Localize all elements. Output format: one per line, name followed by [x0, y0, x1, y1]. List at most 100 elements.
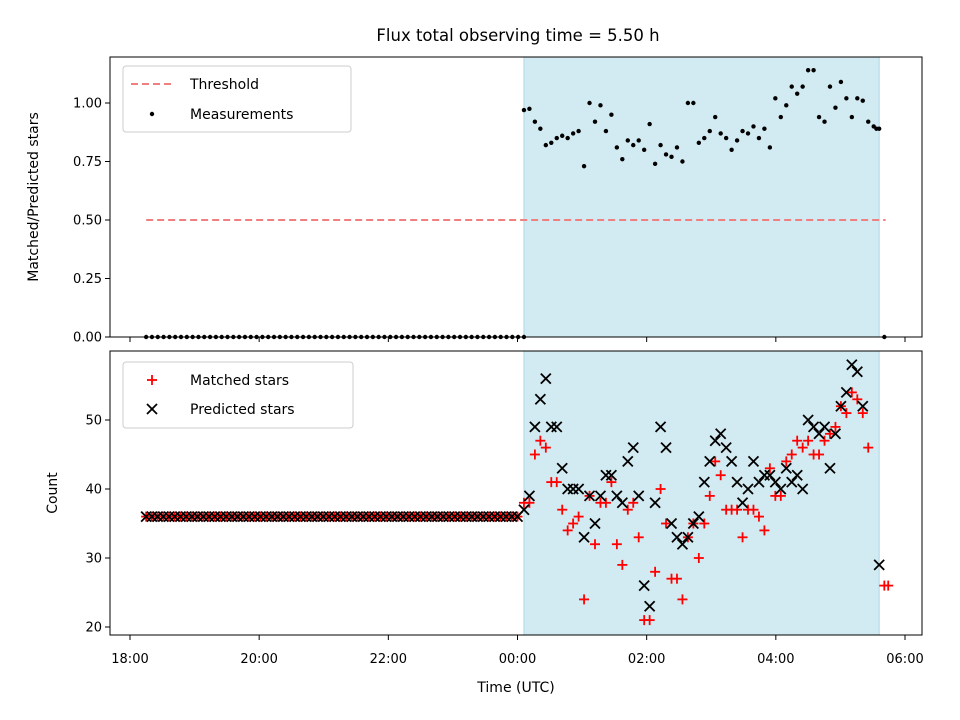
predicted-star-point [709, 435, 721, 447]
predicted-star-point [747, 455, 760, 468]
matched-star-point [655, 484, 666, 494]
matched-star-point [857, 408, 868, 419]
measurement-point [587, 100, 592, 106]
y-tick-label: 0.00 [73, 331, 102, 346]
matched-star-point [551, 477, 562, 488]
predicted-star-point [797, 483, 809, 495]
matched-star-point [573, 511, 584, 522]
x-stroke-b [824, 462, 836, 474]
legend-threshold-label: Threshold [189, 77, 259, 93]
bottom-y-ticks: 20 30 40 50 [85, 414, 110, 636]
measurement-point [669, 154, 674, 160]
top-observing-window [523, 56, 880, 338]
predicted-star-point [786, 476, 798, 488]
matched-star-point [846, 387, 857, 398]
predicted-star-point [742, 483, 754, 495]
matched-star-point [883, 580, 894, 591]
x-stroke-b [802, 414, 814, 426]
measurement-point [707, 128, 712, 134]
measurement-point [740, 128, 745, 134]
matched-star-point [841, 408, 852, 419]
x-stroke-b [704, 455, 716, 468]
matched-star-point [617, 559, 628, 570]
matched-star-point [628, 497, 639, 508]
measurement-point [663, 152, 669, 157]
measurement-point [614, 145, 620, 150]
x-stroke-b [769, 476, 781, 488]
predicted-star-point [687, 517, 700, 530]
x-tick-label: 20:00 [240, 652, 277, 667]
predicted-star-point [731, 476, 743, 488]
x-stroke-b [736, 497, 749, 509]
matched-star-point [557, 504, 568, 515]
measurement-point [713, 114, 718, 120]
matched-star-point [568, 518, 579, 529]
predicted-star-point [671, 531, 683, 543]
x-stroke-b [807, 421, 820, 433]
matched-star-point [671, 573, 682, 584]
x-stroke-b [578, 531, 590, 543]
x-stroke-b [611, 490, 623, 502]
x-stroke-b [676, 538, 689, 550]
x-stroke-b [540, 372, 552, 385]
predicted-star-point [873, 559, 885, 571]
predicted-star-point [857, 400, 869, 412]
measurement-point [691, 100, 696, 106]
measurement-point [549, 140, 554, 145]
predicted-star-point [529, 421, 541, 433]
matched-star-point [606, 477, 617, 488]
measurement-point [636, 138, 641, 143]
x-tick-label: 00:00 [499, 652, 536, 667]
x-stroke-b [551, 421, 563, 433]
predicted-star-point [594, 490, 607, 502]
measurement-point [827, 84, 833, 89]
matched-star-point [600, 497, 611, 508]
predicted-star-point [654, 421, 667, 433]
predicted-star-point [551, 421, 563, 433]
x-stroke-b [731, 476, 743, 488]
measurement-point [543, 142, 549, 148]
measurement-point [576, 128, 581, 134]
predicted-star-point [523, 490, 536, 502]
measurement-point [833, 105, 838, 110]
measurement-point [849, 114, 855, 120]
predicted-star-point [556, 462, 568, 474]
matched-star-point [737, 532, 748, 543]
legend-matched-swatch [147, 375, 157, 385]
x-stroke-b [622, 455, 634, 468]
measurement-point [762, 126, 767, 131]
bottom-y-axis-label: Count [45, 472, 61, 514]
x-stroke-b [671, 531, 683, 543]
matched-star-point [524, 497, 535, 508]
matched-star-point [792, 435, 803, 446]
x-tick-label: 18:00 [111, 652, 148, 667]
measurement-point [794, 91, 800, 96]
predicted-star-point [824, 462, 836, 474]
predicted-star-point [807, 421, 820, 433]
predicted-star-point [698, 476, 710, 488]
measurement-point [789, 84, 794, 89]
x-stroke-b [529, 421, 541, 433]
measurement-point [778, 114, 784, 120]
x-stroke-b [846, 359, 858, 371]
matched-star-point [693, 553, 704, 563]
measurement-point [773, 96, 778, 101]
measurement-point [658, 142, 663, 148]
matched-star-point [819, 435, 830, 446]
x-stroke-b [660, 441, 672, 454]
top-legend-box [122, 65, 352, 133]
predicted-star-point [518, 504, 530, 516]
predicted-star-point [753, 476, 765, 488]
matched-star-point [633, 532, 644, 543]
x-stroke-b [709, 435, 721, 447]
predicted-star-point [840, 386, 853, 399]
predicted-star-point [540, 372, 552, 385]
legend-measurements-label: Measurements [190, 107, 293, 123]
x-stroke-b [616, 497, 628, 509]
x-stroke-b [813, 428, 825, 440]
measurement-point [652, 161, 658, 167]
predicted-star-point [660, 441, 672, 454]
measurement-point [538, 126, 543, 131]
predicted-star-point [605, 469, 618, 481]
measurement-point [751, 124, 756, 129]
